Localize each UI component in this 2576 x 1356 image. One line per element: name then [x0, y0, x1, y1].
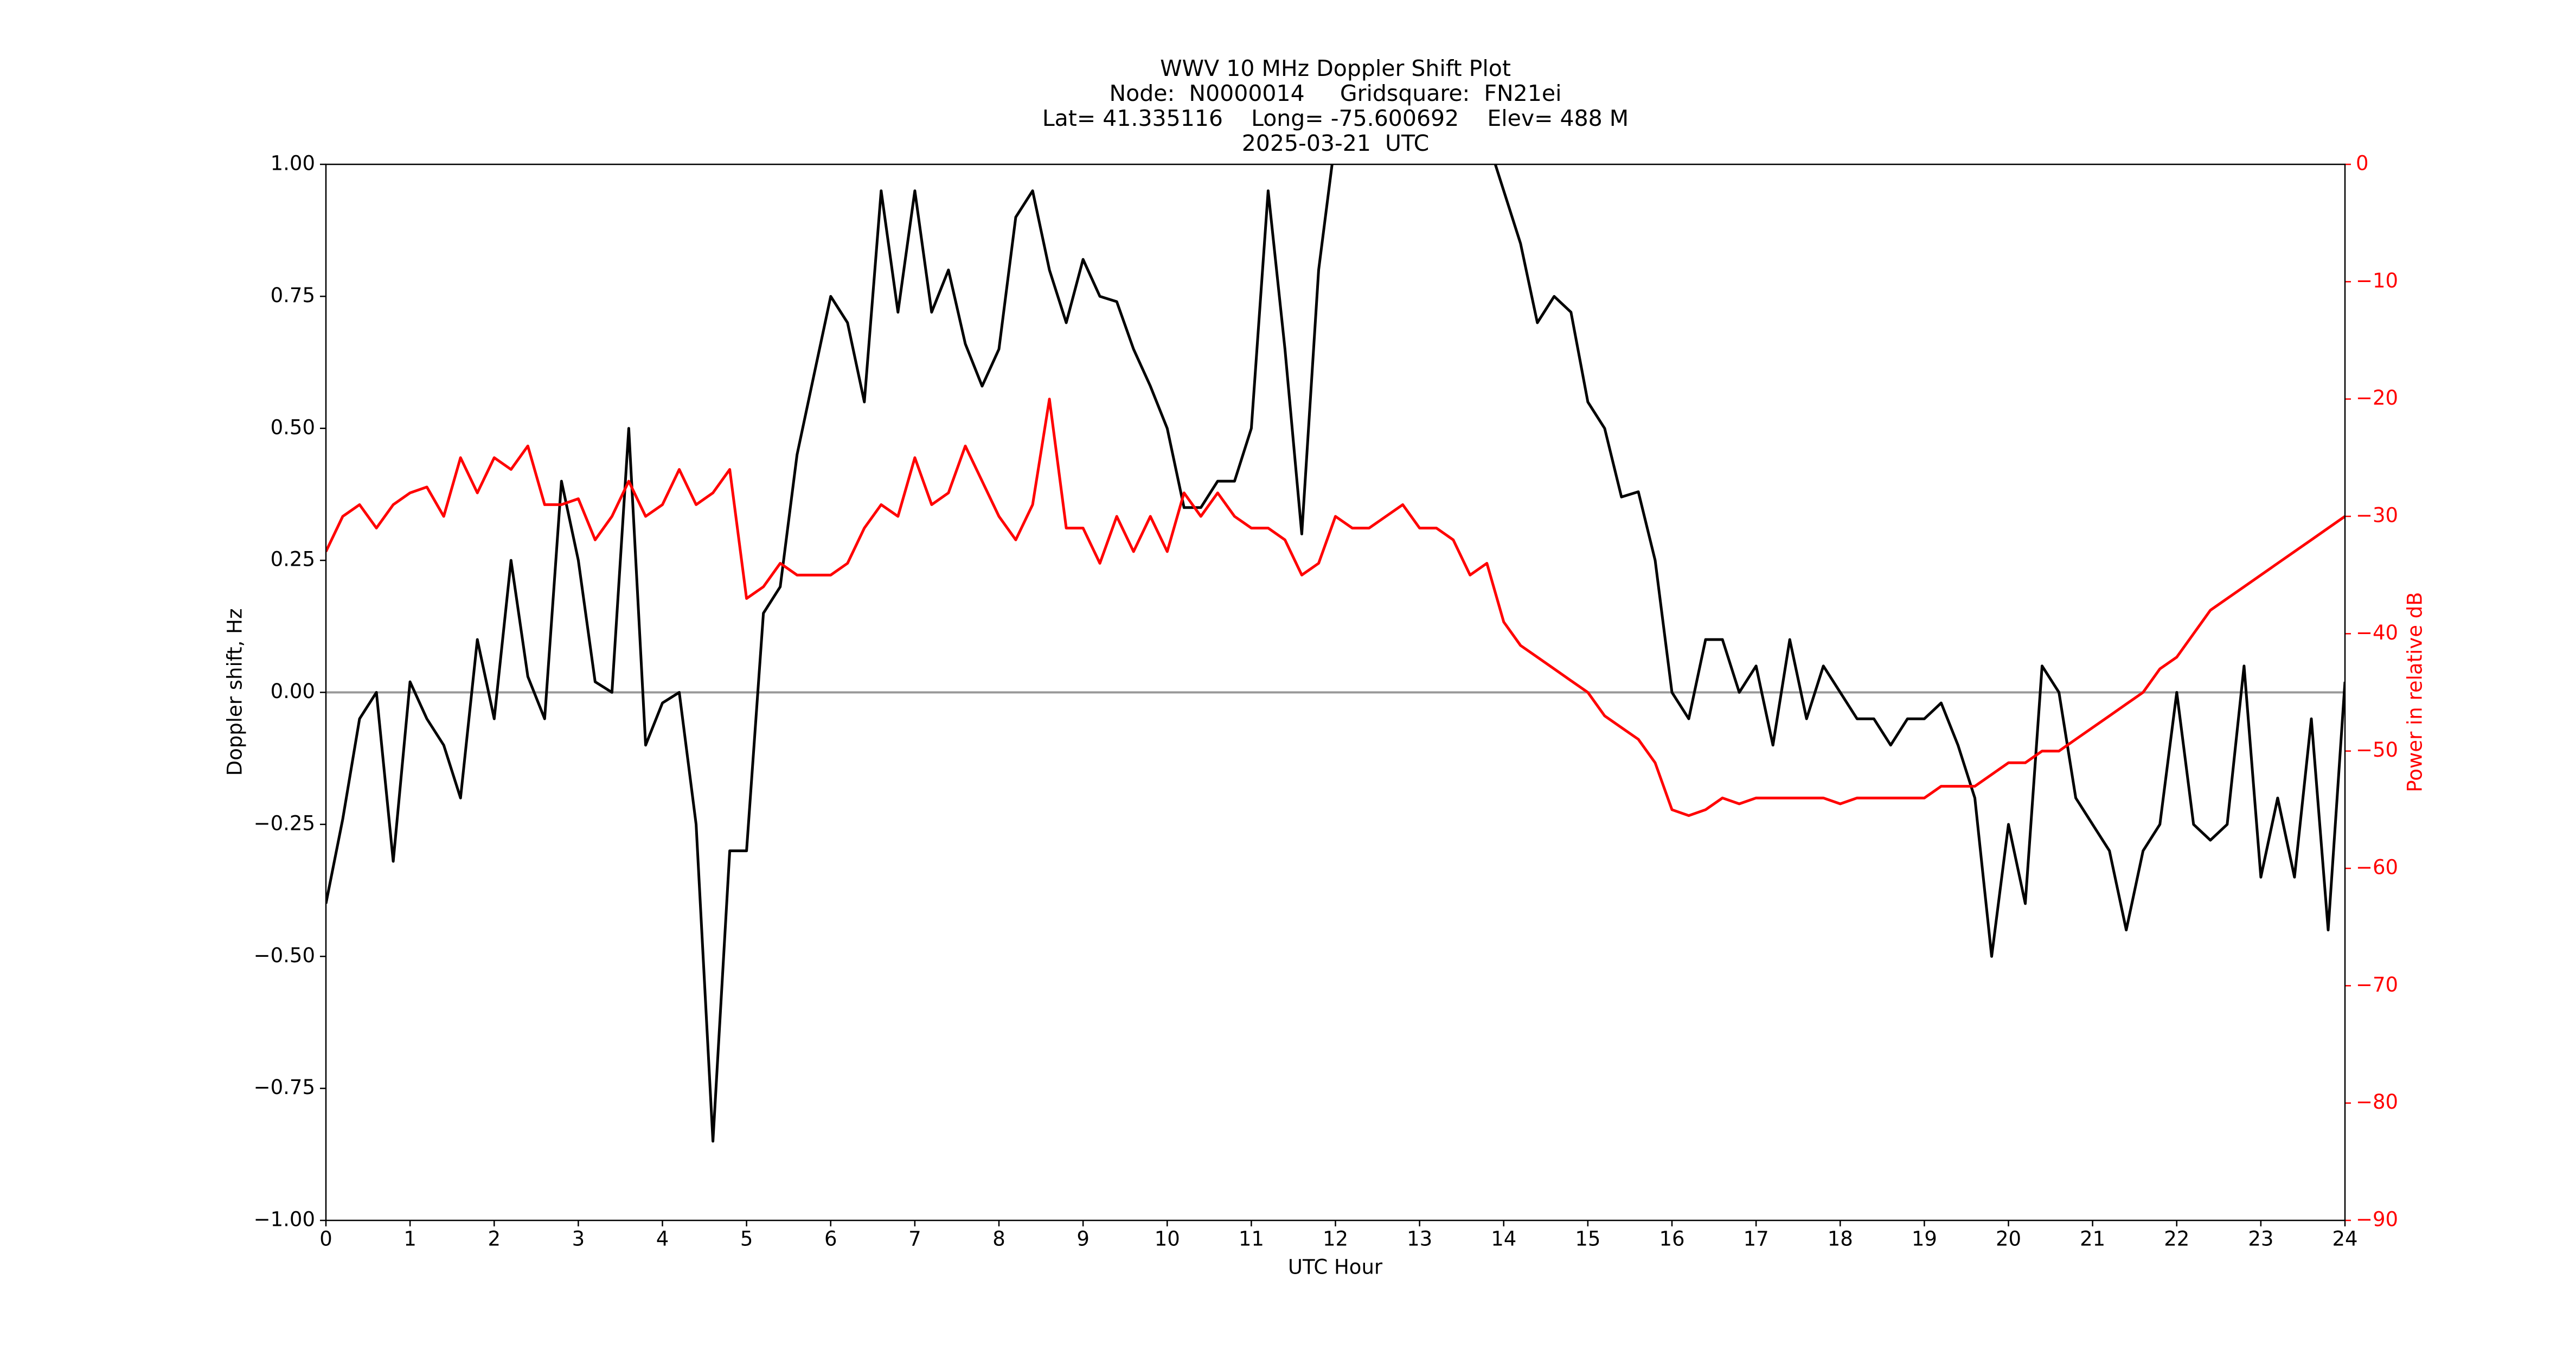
x-tick-label: 5 [740, 1227, 753, 1251]
y-tick-label: −0.50 [254, 944, 315, 967]
y2-tick-label: −40 [2356, 621, 2398, 644]
chart-title: 2025-03-21 UTC [1242, 130, 1430, 156]
x-axis-label: UTC Hour [1288, 1256, 1383, 1279]
x-tick-label: 22 [2164, 1227, 2189, 1251]
y2-tick-label: −30 [2356, 504, 2398, 527]
chart-title: WWV 10 MHz Doppler Shift Plot [1160, 55, 1511, 81]
x-tick-label: 6 [824, 1227, 837, 1251]
x-tick-label: 23 [2248, 1227, 2273, 1251]
x-tick-label: 8 [992, 1227, 1005, 1251]
x-tick-label: 1 [403, 1227, 416, 1251]
y2-tick-label: −50 [2356, 738, 2398, 762]
x-tick-label: 7 [908, 1227, 921, 1251]
y-tick-label: −1.00 [254, 1208, 315, 1231]
x-tick-label: 12 [1323, 1227, 1348, 1251]
y2-tick-label: −80 [2356, 1090, 2398, 1114]
y2-tick-label: −10 [2356, 269, 2398, 292]
y-tick-label: 0.50 [271, 415, 315, 439]
x-tick-label: 4 [656, 1227, 669, 1251]
x-tick-label: 19 [1912, 1227, 1937, 1251]
y2-tick-label: −20 [2356, 386, 2398, 410]
plot-frame [325, 163, 2346, 1221]
chart-title: Lat= 41.335116 Long= -75.600692 Elev= 48… [1042, 105, 1629, 131]
x-tick-label: 10 [1155, 1227, 1180, 1251]
x-tick-label: 14 [1491, 1227, 1516, 1251]
x-tick-label: 0 [319, 1227, 332, 1251]
x-tick-label: 21 [2080, 1227, 2105, 1251]
x-tick-label: 9 [1076, 1227, 1090, 1251]
x-tick-label: 18 [1828, 1227, 1853, 1251]
series-line [326, 164, 2345, 1143]
y-tick-label: 1.00 [271, 152, 315, 175]
x-tick-label: 13 [1407, 1227, 1432, 1251]
y2-axis-label: Power in relative dB [2404, 592, 2427, 792]
series-line [326, 398, 2345, 817]
y2-tick-label: −70 [2356, 973, 2398, 996]
x-tick-label: 11 [1239, 1227, 1264, 1251]
x-tick-label: 15 [1575, 1227, 1600, 1251]
x-tick-label: 3 [572, 1227, 585, 1251]
y-tick-label: −0.75 [254, 1076, 315, 1099]
x-tick-label: 24 [2332, 1227, 2357, 1251]
chart-title: Node: N0000014 Gridsquare: FN21ei [1110, 80, 1562, 106]
y-tick-label: −0.25 [254, 811, 315, 835]
y2-tick-label: 0 [2356, 152, 2369, 175]
y-tick-label: 0.25 [271, 548, 315, 571]
x-tick-label: 16 [1659, 1227, 1684, 1251]
x-tick-label: 20 [1996, 1227, 2021, 1251]
y-tick-label: 0.75 [271, 284, 315, 307]
y-axis-label: Doppler shift, Hz [223, 609, 247, 776]
y-tick-label: 0.00 [271, 680, 315, 703]
y2-tick-label: −90 [2356, 1208, 2398, 1231]
y2-tick-label: −60 [2356, 856, 2398, 879]
x-tick-label: 17 [1744, 1227, 1769, 1251]
x-tick-label: 2 [488, 1227, 501, 1251]
